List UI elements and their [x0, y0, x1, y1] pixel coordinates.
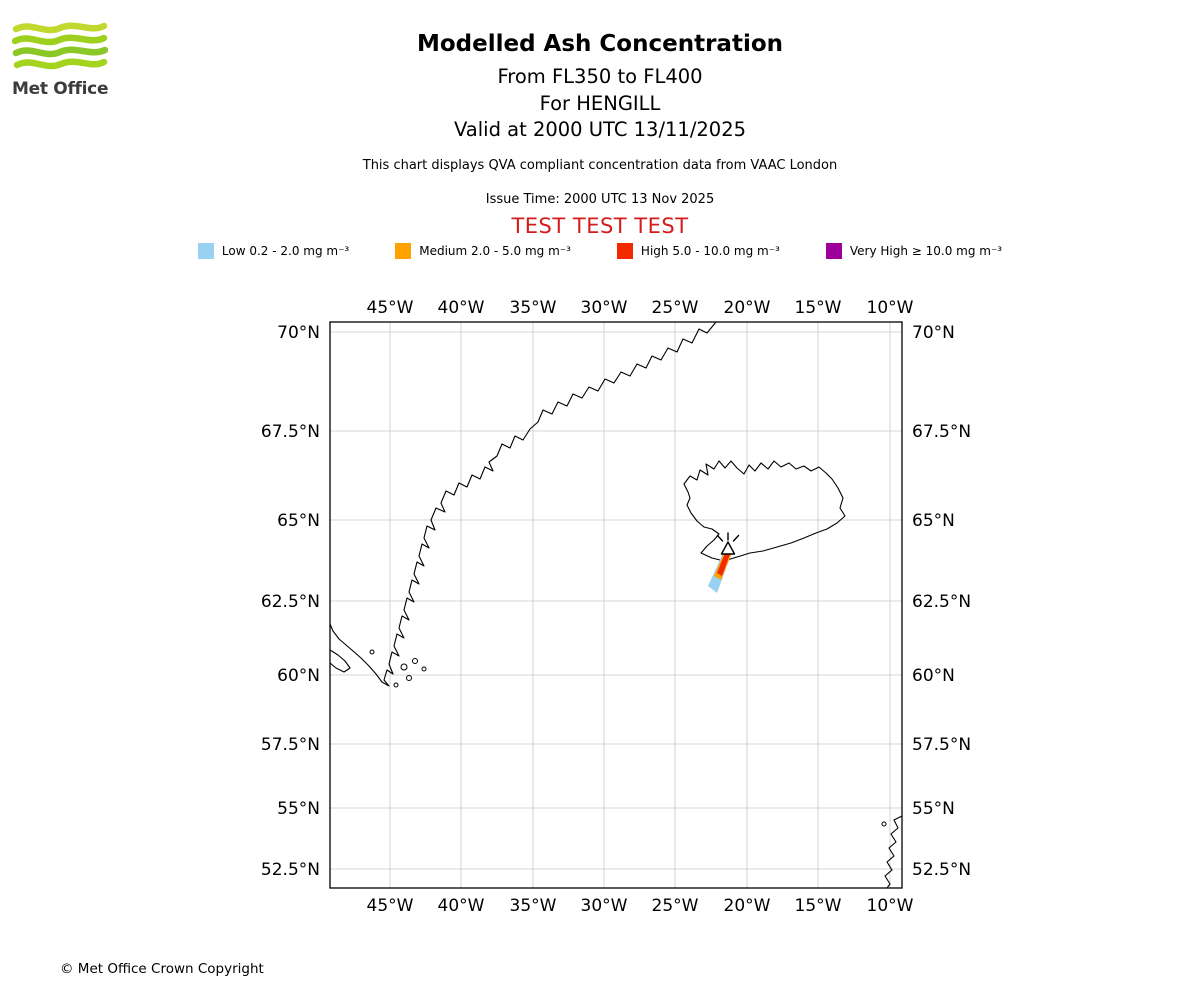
lon-tick-label: 45°W [367, 298, 414, 318]
subtitle-valid-time: Valid at 2000 UTC 13/11/2025 [453, 118, 747, 141]
concentration-legend: Low 0.2 - 2.0 mg m⁻³ Medium 2.0 - 5.0 mg… [0, 243, 1200, 259]
lat-tick-label: 70°N [912, 323, 955, 343]
page-title: Modelled Ash Concentration [416, 31, 784, 57]
lat-labels-left: 70°N 67.5°N 65°N 62.5°N 60°N 57.5°N 55°N… [261, 323, 320, 880]
legend-label-very-high: Very High ≥ 10.0 mg m⁻³ [849, 244, 1003, 258]
lat-tick-label: 67.5°N [261, 422, 320, 442]
copyright-notice: © Met Office Crown Copyright [60, 961, 264, 977]
test-banner: TEST TEST TEST [511, 214, 689, 238]
lat-tick-label: 57.5°N [912, 735, 971, 755]
subtitle-flight-levels: From FL350 to FL400 [497, 65, 703, 88]
lon-tick-label: 40°W [438, 298, 485, 318]
lat-tick-label: 62.5°N [912, 592, 971, 612]
lon-tick-label: 20°W [724, 298, 771, 318]
swatch-rect [197, 243, 214, 259]
lat-tick-label: 65°N [277, 511, 320, 531]
lat-tick-label: 57.5°N [261, 735, 320, 755]
lon-tick-label: 40°W [438, 896, 485, 916]
legend-label-high: High 5.0 - 10.0 mg m⁻³ [640, 244, 780, 258]
subtitle-volcano: For HENGILL [539, 91, 661, 115]
lon-tick-label: 25°W [652, 896, 699, 916]
legend-item-low: Low 0.2 - 2.0 mg m⁻³ [197, 243, 350, 259]
coastline-greenland [329, 321, 717, 688]
lon-tick-label: 45°W [367, 896, 414, 916]
lat-tick-label: 52.5°N [261, 860, 320, 880]
legend-label-low: Low 0.2 - 2.0 mg m⁻³ [221, 244, 350, 258]
issue-time: Issue Time: 2000 UTC 13 Nov 2025 [485, 192, 715, 207]
map-grid [330, 322, 902, 888]
lon-tick-label: 15°W [795, 896, 842, 916]
lat-tick-label: 52.5°N [912, 860, 971, 880]
lat-tick-label: 65°N [912, 511, 955, 531]
volcano-marker [716, 532, 740, 555]
qva-compliance-note: This chart displays QVA compliant concen… [362, 158, 838, 173]
ash-concentration-map: 45°W 40°W 35°W 30°W 25°W 20°W 15°W 10°W … [261, 298, 971, 916]
swatch-rect [395, 243, 412, 259]
legend-item-very-high: Very High ≥ 10.0 mg m⁻³ [825, 243, 1003, 259]
coastline-iceland [683, 460, 846, 562]
legend-swatch-high-icon [616, 243, 633, 259]
lat-tick-label: 62.5°N [261, 592, 320, 612]
coastline-ireland-fragment [881, 815, 903, 889]
met-office-waves-icon [11, 22, 109, 70]
lat-tick-label: 60°N [912, 666, 955, 686]
lon-labels-top: 45°W 40°W 35°W 30°W 25°W 20°W 15°W 10°W [367, 298, 914, 318]
lon-tick-label: 25°W [652, 298, 699, 318]
ash-plume-high [717, 551, 730, 576]
lon-tick-label: 30°W [581, 896, 628, 916]
legend-label-medium: Medium 2.0 - 5.0 mg m⁻³ [419, 244, 571, 258]
lat-labels-right: 70°N 67.5°N 65°N 62.5°N 60°N 57.5°N 55°N… [912, 323, 971, 880]
lat-tick-label: 60°N [277, 666, 320, 686]
swatch-rect [616, 243, 633, 259]
lon-tick-label: 35°W [510, 298, 557, 318]
map-border [329, 321, 903, 889]
legend-swatch-medium-icon [395, 243, 412, 259]
lon-tick-label: 35°W [510, 896, 557, 916]
legend-item-medium: Medium 2.0 - 5.0 mg m⁻³ [395, 243, 571, 259]
lon-tick-label: 20°W [724, 896, 771, 916]
lon-tick-label: 30°W [581, 298, 628, 318]
legend-swatch-very-high-icon [825, 243, 842, 259]
lat-tick-label: 67.5°N [912, 422, 971, 442]
lon-tick-label: 10°W [867, 896, 914, 916]
swatch-rect [825, 243, 842, 259]
lon-labels-bottom: 45°W 40°W 35°W 30°W 25°W 20°W 15°W 10°W [367, 896, 914, 916]
title-block: Modelled Ash Concentration From FL350 to… [0, 31, 1200, 144]
legend-swatch-low-icon [197, 243, 214, 259]
legend-item-high: High 5.0 - 10.0 mg m⁻³ [616, 243, 780, 259]
lon-tick-label: 10°W [867, 298, 914, 318]
lat-tick-label: 70°N [277, 323, 320, 343]
ash-plume [708, 551, 731, 593]
met-office-logo: Met Office [11, 20, 132, 99]
lat-tick-label: 55°N [912, 799, 955, 819]
met-office-logo-text: Met Office [12, 79, 109, 99]
lat-tick-label: 55°N [277, 799, 320, 819]
lon-tick-label: 15°W [795, 298, 842, 318]
